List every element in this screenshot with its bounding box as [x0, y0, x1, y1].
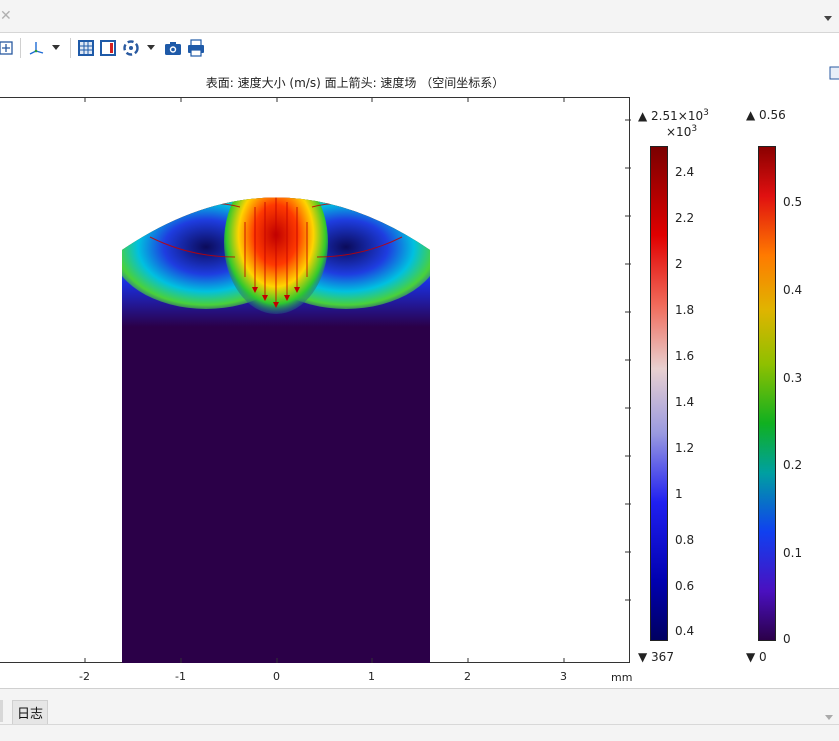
x-tick-label: 1 [368, 670, 375, 683]
velocity-plot[interactable] [0, 97, 631, 663]
legend-icon[interactable] [98, 38, 118, 58]
axis-orientation-icon[interactable] [26, 38, 46, 58]
x-tick-label: 2 [464, 670, 471, 683]
x-tick-label: 3 [560, 670, 567, 683]
arrow-colorbar-min: ▼ 0 [746, 650, 767, 664]
surface-colorbar-tick: 2.2 [675, 211, 695, 225]
scene-light-icon[interactable] [121, 38, 141, 58]
graphics-toolbar [0, 33, 839, 63]
tab-bar [0, 0, 839, 33]
surface-colorbar-tick: 1 [675, 487, 683, 501]
arrow-colorbar-tick: 0.4 [783, 283, 803, 297]
print-icon[interactable] [186, 38, 206, 58]
surface-colorbar [650, 146, 668, 641]
surface-colorbar-tick: 1.6 [675, 349, 695, 363]
axis-dropdown-icon[interactable] [46, 38, 66, 58]
tab-log[interactable]: 日志 [12, 700, 49, 725]
surface-colorbar-tick: 1.4 [675, 395, 695, 409]
arrow-colorbar-tick: 0.3 [783, 371, 803, 385]
panel-tab-edge [0, 700, 3, 722]
surface-colorbar-tick: 0.6 [675, 579, 695, 593]
panel-toggle-icon[interactable] [829, 66, 839, 80]
dropdown-icon[interactable] [823, 12, 833, 26]
panel-divider [0, 724, 839, 725]
arrow-colorbar-tick: 0.2 [783, 458, 803, 472]
x-tick-label: 0 [273, 670, 280, 683]
x-tick-label: -2 [79, 670, 90, 683]
surface-colorbar-max: ▲ 2.51×103 [638, 108, 709, 123]
camera-icon[interactable] [163, 38, 183, 58]
surface-colorbar-multiplier: ×103 [666, 124, 698, 139]
zoom-extents-icon[interactable] [0, 38, 16, 58]
arrow-colorbar-max: ▲ 0.56 [746, 108, 786, 122]
surface-colorbar-tick: 1.8 [675, 303, 695, 317]
arrow-colorbar-tick: 0.1 [783, 546, 803, 560]
light-dropdown-icon[interactable] [141, 38, 161, 58]
surface-colorbar-tick: 0.8 [675, 533, 695, 547]
bottom-panel [0, 688, 839, 741]
close-icon[interactable]: ✕ [0, 8, 12, 24]
surface-colorbar-tick: 2 [675, 257, 683, 271]
x-tick-label: -1 [175, 670, 186, 683]
arrow-colorbar-tick: 0 [783, 632, 791, 646]
arrow-colorbar [758, 146, 776, 641]
grid-icon[interactable] [76, 38, 96, 58]
arrow-colorbar-tick: 0.5 [783, 195, 803, 209]
surface-colorbar-tick: 0.4 [675, 624, 695, 638]
plot-title: 表面: 速度大小 (m/s) 面上箭头: 速度场 （空间坐标系） [205, 76, 505, 90]
surface-colorbar-tick: 1.2 [675, 441, 695, 455]
x-axis-unit: mm [611, 671, 633, 684]
surface-colorbar-tick: 2.4 [675, 165, 695, 179]
panel-dropdown-icon[interactable] [824, 711, 834, 725]
surface-colorbar-min: ▼ 367 [638, 650, 674, 664]
